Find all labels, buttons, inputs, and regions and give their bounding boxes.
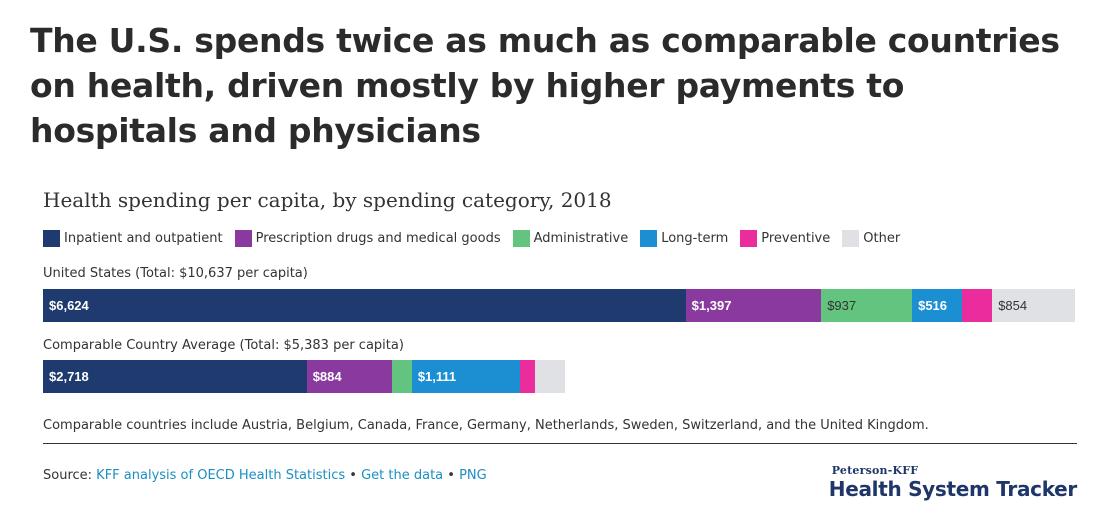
- divider: [43, 443, 1077, 444]
- legend-item: Administrative: [512, 230, 629, 247]
- png-link[interactable]: PNG: [459, 468, 487, 483]
- legend-swatch: [512, 230, 530, 247]
- legend-label: Inpatient and outpatient: [64, 231, 223, 246]
- legend-item: Other: [842, 230, 900, 247]
- data-label: $854: [998, 298, 1028, 313]
- bar-segment-long-term: $516: [912, 289, 963, 322]
- legend-item: Preventive: [740, 230, 830, 247]
- legend: Inpatient and outpatient Prescription dru…: [43, 230, 912, 247]
- data-label: $1,111: [417, 369, 457, 384]
- data-label: $2,718: [49, 369, 89, 384]
- legend-swatch: [234, 230, 252, 247]
- legend-swatch: [640, 230, 658, 247]
- logo-main-text: Health System Tracker: [828, 477, 1078, 501]
- data-label: $1,397: [691, 298, 732, 313]
- legend-label: Other: [863, 231, 901, 246]
- footnote: Comparable countries include Austria, Be…: [43, 418, 929, 433]
- bar-united-states: $6,624 $1,397 $937 $516 $854: [43, 289, 1076, 322]
- source-separator: •: [345, 468, 362, 483]
- legend-item: Prescription drugs and medical goods: [234, 230, 501, 247]
- bar-segment-prescription-drugs-and-medical-goods: $884: [306, 360, 393, 393]
- bar-segment-administrative: $937: [821, 289, 913, 322]
- bar-segment-preventive: [519, 360, 536, 393]
- source-line: Source: KFF analysis of OECD Health Stat…: [43, 468, 487, 483]
- logo-top-text: Peterson-KFF: [831, 464, 919, 477]
- legend-swatch: [842, 230, 860, 247]
- source-prefix: Source:: [43, 468, 97, 483]
- logo[interactable]: Peterson-KFF Health System Tracker: [828, 464, 1078, 501]
- bar-segment-prescription-drugs-and-medical-goods: $1,397: [685, 289, 822, 322]
- data-label: $884: [312, 369, 342, 384]
- row-label-comparable-average: Comparable Country Average (Total: $5,38…: [43, 338, 404, 353]
- legend-label: Prescription drugs and medical goods: [255, 231, 501, 246]
- bar-segment-inpatient-and-outpatient: $2,718: [43, 360, 307, 393]
- bar-comparable-average: $2,718 $884 $1,111: [43, 360, 566, 393]
- legend-label: Administrative: [533, 231, 629, 246]
- legend-label: Preventive: [761, 231, 831, 246]
- bar-segment-other: [535, 360, 566, 393]
- bar-segment-inpatient-and-outpatient: $6,624: [43, 289, 686, 322]
- chart-title: Health spending per capita, by spending …: [43, 188, 612, 212]
- data-label: $937: [827, 298, 857, 313]
- legend-item: Inpatient and outpatient: [43, 230, 223, 247]
- data-label: $516: [918, 298, 948, 313]
- legend-item: Long-term: [640, 230, 728, 247]
- legend-swatch: [740, 230, 758, 247]
- bar-segment-administrative: [392, 360, 412, 393]
- row-label-united-states: United States (Total: $10,637 per capita…: [43, 266, 308, 281]
- source-analysis-link[interactable]: KFF analysis of OECD Health Statistics: [96, 468, 346, 483]
- get-data-link[interactable]: Get the data: [361, 468, 444, 483]
- legend-label: Long-term: [661, 231, 729, 246]
- bar-segment-preventive: [962, 289, 993, 322]
- legend-swatch: [43, 230, 60, 247]
- headline: The U.S. spends twice as much as compara…: [30, 21, 1060, 150]
- bar-segment-other: $854: [992, 289, 1076, 322]
- source-separator: •: [443, 468, 460, 483]
- data-label: $6,624: [49, 298, 89, 313]
- bar-segment-long-term: $1,111: [411, 360, 520, 393]
